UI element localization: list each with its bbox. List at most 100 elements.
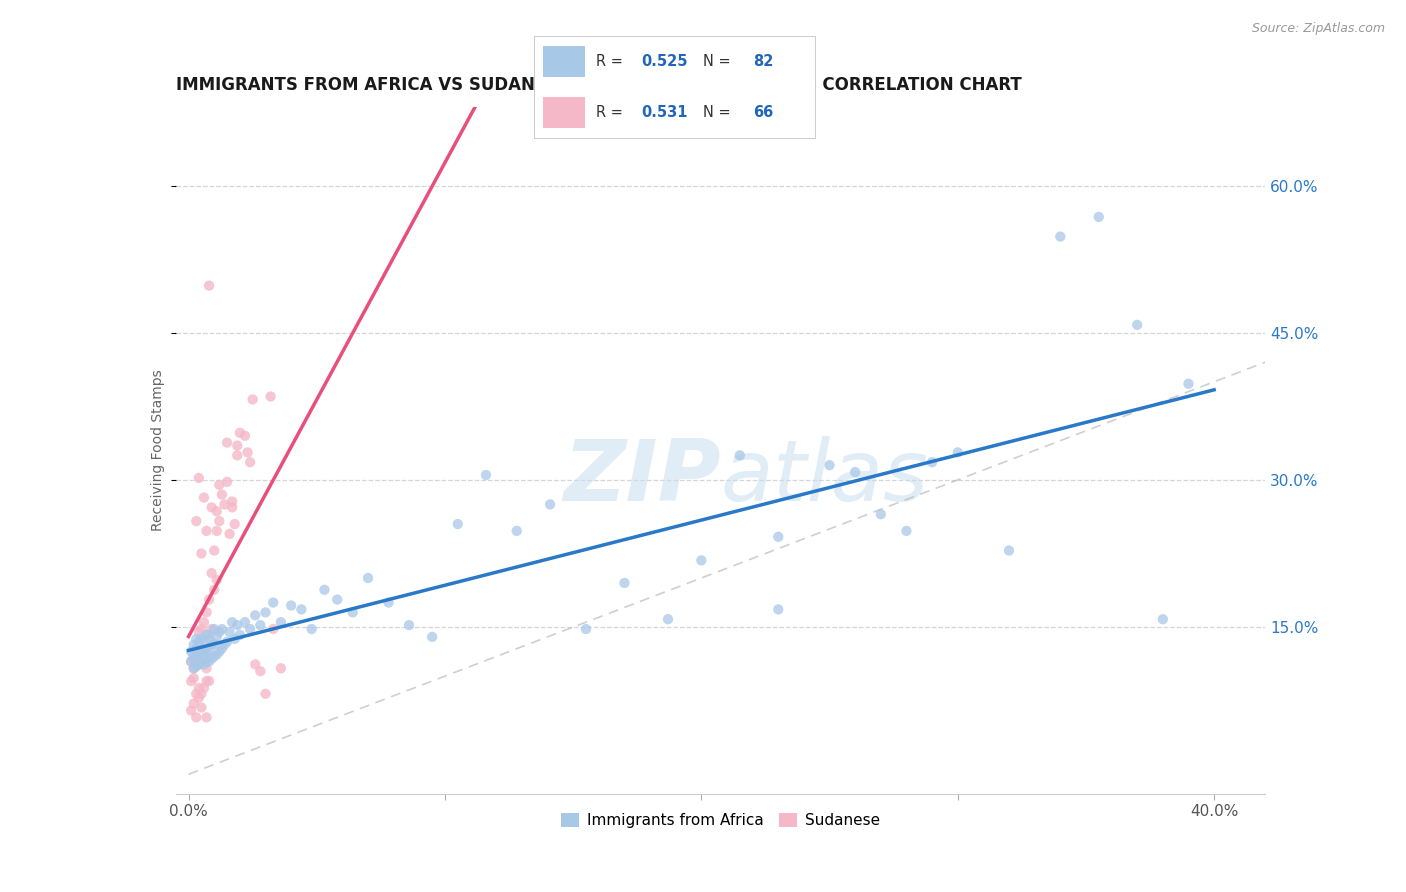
Point	[1126, 318, 1149, 332]
Point	[190, 632, 212, 646]
Point	[844, 465, 866, 479]
Point	[201, 622, 224, 636]
Point	[226, 439, 249, 453]
Point	[242, 392, 264, 407]
Point	[224, 517, 246, 532]
Point	[195, 644, 218, 658]
Point	[290, 602, 312, 616]
Point	[475, 468, 498, 483]
Point	[187, 681, 209, 695]
Point	[657, 612, 679, 626]
Text: R =: R =	[596, 105, 627, 120]
Text: N =: N =	[703, 54, 735, 69]
Point	[198, 592, 221, 607]
Point	[211, 488, 233, 502]
Point	[1177, 376, 1199, 391]
Point	[195, 605, 218, 619]
Point	[245, 608, 267, 623]
Point	[214, 498, 236, 512]
Point	[314, 582, 336, 597]
Point	[224, 632, 246, 646]
Point	[201, 638, 224, 652]
Text: N =: N =	[703, 105, 735, 120]
Point	[728, 449, 751, 463]
Point	[186, 651, 208, 665]
Point	[236, 445, 259, 459]
Point	[211, 622, 233, 636]
Point	[201, 500, 224, 515]
Point	[254, 687, 277, 701]
Point	[183, 649, 205, 664]
Point	[195, 661, 218, 675]
Point	[211, 641, 233, 656]
Point	[377, 596, 399, 610]
Point	[205, 504, 228, 518]
Point	[187, 648, 209, 662]
Point	[214, 638, 236, 652]
Point	[690, 553, 713, 567]
Point	[245, 657, 267, 672]
Point	[218, 624, 240, 639]
Point	[205, 630, 228, 644]
Point	[768, 602, 790, 616]
Point	[193, 635, 215, 649]
Point	[180, 644, 202, 658]
Text: ZIP: ZIP	[562, 436, 721, 519]
Point	[208, 478, 231, 492]
Point	[187, 471, 209, 485]
Point	[195, 710, 218, 724]
Point	[818, 458, 841, 473]
Point	[186, 632, 208, 646]
Point	[190, 687, 212, 701]
Point	[202, 622, 225, 636]
Point	[259, 389, 281, 403]
Point	[198, 278, 221, 293]
Point	[226, 449, 249, 463]
Point	[190, 546, 212, 561]
Legend: Immigrants from Africa, Sudanese: Immigrants from Africa, Sudanese	[555, 807, 886, 834]
Point	[193, 648, 215, 662]
Point	[420, 630, 443, 644]
Point	[186, 687, 208, 701]
Point	[187, 635, 209, 649]
FancyBboxPatch shape	[543, 46, 585, 77]
Point	[190, 700, 212, 714]
Point	[201, 651, 224, 665]
Point	[218, 526, 240, 541]
Text: Source: ZipAtlas.com: Source: ZipAtlas.com	[1251, 22, 1385, 36]
Point	[183, 638, 205, 652]
Point	[262, 596, 284, 610]
Point	[270, 661, 292, 675]
Point	[193, 681, 215, 695]
Point	[357, 571, 380, 585]
Point	[195, 674, 218, 689]
Point	[202, 582, 225, 597]
Point	[183, 661, 205, 675]
Point	[195, 655, 218, 669]
Point	[208, 624, 231, 639]
Point	[180, 655, 202, 669]
Point	[249, 618, 271, 632]
Point	[186, 641, 208, 656]
Point	[221, 494, 243, 508]
Point	[447, 517, 470, 532]
Point	[226, 618, 249, 632]
Point	[193, 491, 215, 505]
Point	[202, 543, 225, 558]
Point	[190, 644, 212, 658]
Point	[239, 455, 262, 469]
Point	[1087, 210, 1109, 224]
Text: IMMIGRANTS FROM AFRICA VS SUDANESE RECEIVING FOOD STAMPS CORRELATION CHART: IMMIGRANTS FROM AFRICA VS SUDANESE RECEI…	[176, 77, 1022, 95]
Point	[183, 651, 205, 665]
Point	[183, 697, 205, 711]
Point	[613, 576, 636, 591]
Point	[270, 615, 292, 630]
Text: 0.525: 0.525	[641, 54, 688, 69]
Text: R =: R =	[596, 54, 627, 69]
Point	[195, 524, 218, 538]
Y-axis label: Receiving Food Stamps: Receiving Food Stamps	[150, 369, 165, 532]
Point	[215, 475, 238, 489]
Point	[180, 674, 202, 689]
Point	[998, 543, 1021, 558]
Point	[946, 445, 969, 459]
